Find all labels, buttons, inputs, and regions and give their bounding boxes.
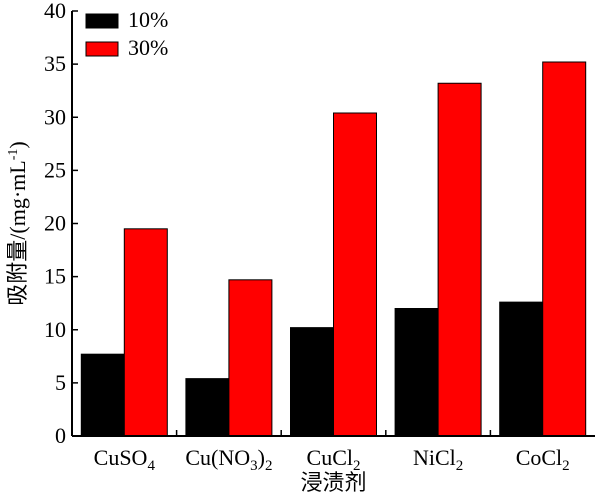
y-tick-label: 35 xyxy=(44,51,66,76)
y-ticks-group: 0 5 10 15 20 25 30 35 40 xyxy=(44,0,78,448)
y-tick-label: 15 xyxy=(44,264,66,289)
bar-series1-2 xyxy=(290,327,334,437)
legend-swatch xyxy=(85,41,119,57)
y-tick-label: 40 xyxy=(44,0,66,23)
bar-series2-3 xyxy=(437,82,482,437)
x-category-label: CuSO4 xyxy=(94,445,156,474)
x-axis-label: 浸渍剂 xyxy=(300,470,366,495)
x-category-label: Cu(NO3)2 xyxy=(185,445,272,474)
legend-label: 30% xyxy=(128,35,168,60)
x-category-label: CoCl2 xyxy=(516,445,570,474)
y-tick-label: 25 xyxy=(44,157,66,182)
bar-series1-4 xyxy=(499,301,544,437)
bar-series2-0 xyxy=(123,228,168,437)
bar-series2-4 xyxy=(542,61,587,437)
bar-series1-3 xyxy=(394,308,439,437)
y-axis-label: 吸附量/(mg·mL-1) xyxy=(5,141,30,305)
x-category-labels: CuSO4 Cu(NO3)2 CuCl2 NiCl2 CoCl2 xyxy=(94,445,570,474)
x-category-label: CuCl2 xyxy=(307,445,361,474)
bar-series2-1 xyxy=(228,279,273,437)
y-tick-label: 0 xyxy=(55,423,66,448)
bar-series2-2 xyxy=(333,112,377,437)
legend-label: 10% xyxy=(128,7,168,32)
bars-group xyxy=(80,61,587,437)
bar-series1-1 xyxy=(185,378,230,437)
legend-swatch xyxy=(85,13,119,29)
legend: 10%30% xyxy=(85,7,168,60)
y-tick-label: 10 xyxy=(44,317,66,342)
y-tick-label: 30 xyxy=(44,104,66,129)
y-tick-label: 5 xyxy=(55,370,66,395)
bar-series1-0 xyxy=(80,353,125,437)
y-tick-label: 20 xyxy=(44,211,66,236)
x-category-label: NiCl2 xyxy=(413,445,463,474)
